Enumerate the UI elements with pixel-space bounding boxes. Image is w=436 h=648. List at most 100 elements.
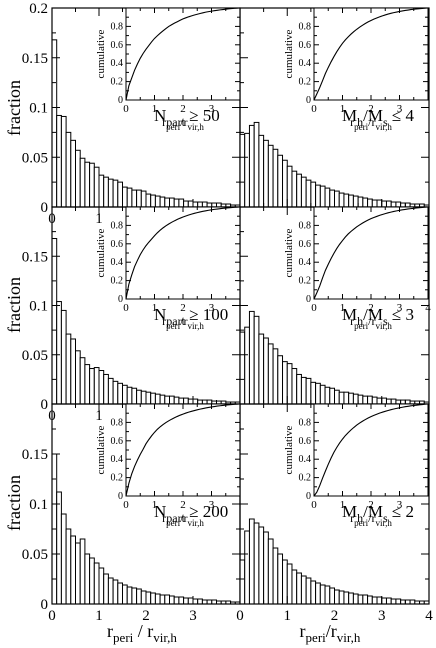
panel-middle-right: Mh/Ms ≤ 3 0 0.2 0.4 0.6 0.8 0 1 2 3 4 cumulative rpe… <box>239 206 431 405</box>
inset-y-tick-label: 0.8 <box>299 220 312 231</box>
inset-x-tick-label: 0 <box>123 499 129 511</box>
histogram-bar <box>357 196 364 208</box>
inset-x-axis-label: rperi/rvir,h <box>350 511 392 528</box>
histogram-bar <box>258 134 265 208</box>
inset-x-axis-label-part: /r <box>180 314 187 328</box>
histogram-bar <box>319 384 326 405</box>
panel-label-part: ≤ 3 <box>388 305 414 324</box>
histogram-bar <box>75 350 81 405</box>
histogram-bar <box>334 190 340 208</box>
histogram-bar <box>367 395 373 405</box>
histogram-bar <box>183 200 189 208</box>
histogram-bar <box>192 598 199 605</box>
histogram-bar <box>145 391 152 405</box>
histogram-bar <box>75 542 81 605</box>
histogram-bar <box>60 309 67 405</box>
histogram-bar <box>371 396 378 405</box>
panel-label-part: N <box>154 106 166 125</box>
panel-label: Mh/Ms ≤ 4 <box>342 106 414 129</box>
histogram-bar <box>136 389 142 405</box>
histogram-bar <box>376 596 383 605</box>
histogram-bar <box>103 176 109 208</box>
inset-y-tick-label: 0.2 <box>111 77 124 88</box>
y-tick-label: 0.1 <box>29 497 48 513</box>
histogram-bar <box>315 582 321 605</box>
inset-x-axis-label-part: peri <box>354 122 368 132</box>
histogram-bar <box>362 197 369 208</box>
histogram-bar <box>305 577 312 605</box>
histogram-bar <box>305 377 312 405</box>
histogram-bar <box>367 595 373 605</box>
histogram-bar <box>395 201 402 208</box>
inset-x-axis-label: rperi/rvir,h <box>350 115 392 132</box>
histogram-bar <box>362 594 369 605</box>
inset-x-tick-label: 0 <box>311 302 317 314</box>
inset-x-axis-label-part: /r <box>368 511 375 525</box>
panel-label-part: ≤ 4 <box>388 106 415 125</box>
inset-y-tick-label: 0.8 <box>299 417 312 428</box>
inset-y-tick-label: 0.6 <box>299 40 312 51</box>
inset-x-tick-label: 3 <box>209 302 215 314</box>
inset-x-axis-label-part: /r <box>180 115 187 129</box>
inset-x-tick-label: 1 <box>340 103 346 115</box>
histogram-bar <box>56 114 62 208</box>
histogram-bar <box>343 193 350 208</box>
histogram-bar <box>390 598 397 605</box>
histogram-bar <box>169 197 175 208</box>
histogram-bar <box>324 585 331 605</box>
panel-label: Npart ≥ 200 <box>154 502 228 525</box>
histogram-bar <box>126 386 133 405</box>
inset-y-tick-label: 0 <box>118 491 123 502</box>
inset-cumulative: 0 0.2 0.4 0.6 0.8 0 1 2 3 4 cumulative rperi/rvir,h <box>283 206 431 331</box>
histogram-bar <box>154 593 161 605</box>
histogram-bar <box>291 170 298 208</box>
histogram-bar <box>310 181 317 208</box>
histogram-bar <box>362 395 369 405</box>
x-tick-label: 1 <box>95 608 103 624</box>
histogram-bar <box>117 582 124 605</box>
panel-label: Mh/Ms ≤ 3 <box>342 305 414 328</box>
panel-label: Npart ≥ 50 <box>154 106 220 129</box>
histogram-bar <box>159 594 166 605</box>
inset-y-tick-label: 0.6 <box>111 239 124 250</box>
histogram-bar <box>187 200 194 208</box>
x-tick-label: 0 <box>48 608 56 624</box>
histogram-bar <box>159 196 166 208</box>
inset-y-tick-label: 0 <box>306 491 311 502</box>
histogram-bar <box>60 513 67 605</box>
inset-x-axis-label-part: vir,h <box>375 321 392 331</box>
histogram-bar <box>329 587 335 605</box>
cumulative-line <box>125 206 241 300</box>
histogram-bar <box>93 367 100 405</box>
histogram-bar <box>319 185 326 208</box>
histogram-bar <box>248 310 255 405</box>
histogram-bar <box>272 547 279 605</box>
histogram-bar <box>248 124 255 208</box>
panel-label-part: s <box>383 511 388 525</box>
inset-x-axis-label-part: /r <box>368 314 375 328</box>
inset-x-tick-label: 0 <box>123 103 129 115</box>
y-tick-label: 0.05 <box>22 150 48 166</box>
histogram-bar <box>385 597 392 605</box>
panel-label-part: M <box>342 106 357 125</box>
inset-frame <box>125 403 241 497</box>
histogram-bar <box>150 392 156 405</box>
x-tick-label: 2 <box>331 608 339 624</box>
y-tick-label: 0.05 <box>22 348 48 364</box>
histogram-bar <box>253 121 260 208</box>
histogram-bar <box>98 567 105 605</box>
histogram-bar <box>140 390 147 405</box>
inset-x-tick-label: 2 <box>368 103 374 115</box>
inset-x-tick-label: 2 <box>180 499 186 511</box>
histogram-bar <box>334 589 340 605</box>
panel-bottom-right: 0 1 2 3 4 Mh/Ms ≤ 2 0 0.2 0.4 0.6 0.8 0 1 2 3 cumulativ… <box>236 403 433 624</box>
histogram-bar <box>329 189 335 208</box>
x-tick-label: 4 <box>425 608 433 624</box>
histogram-bar <box>126 586 133 605</box>
histogram-bar <box>277 355 284 405</box>
histogram-bar <box>324 187 331 208</box>
histogram-bar <box>239 133 246 208</box>
histogram-bar <box>178 596 185 605</box>
histogram-bar <box>122 384 128 405</box>
inset-y-tick-label: 0.8 <box>111 220 124 231</box>
